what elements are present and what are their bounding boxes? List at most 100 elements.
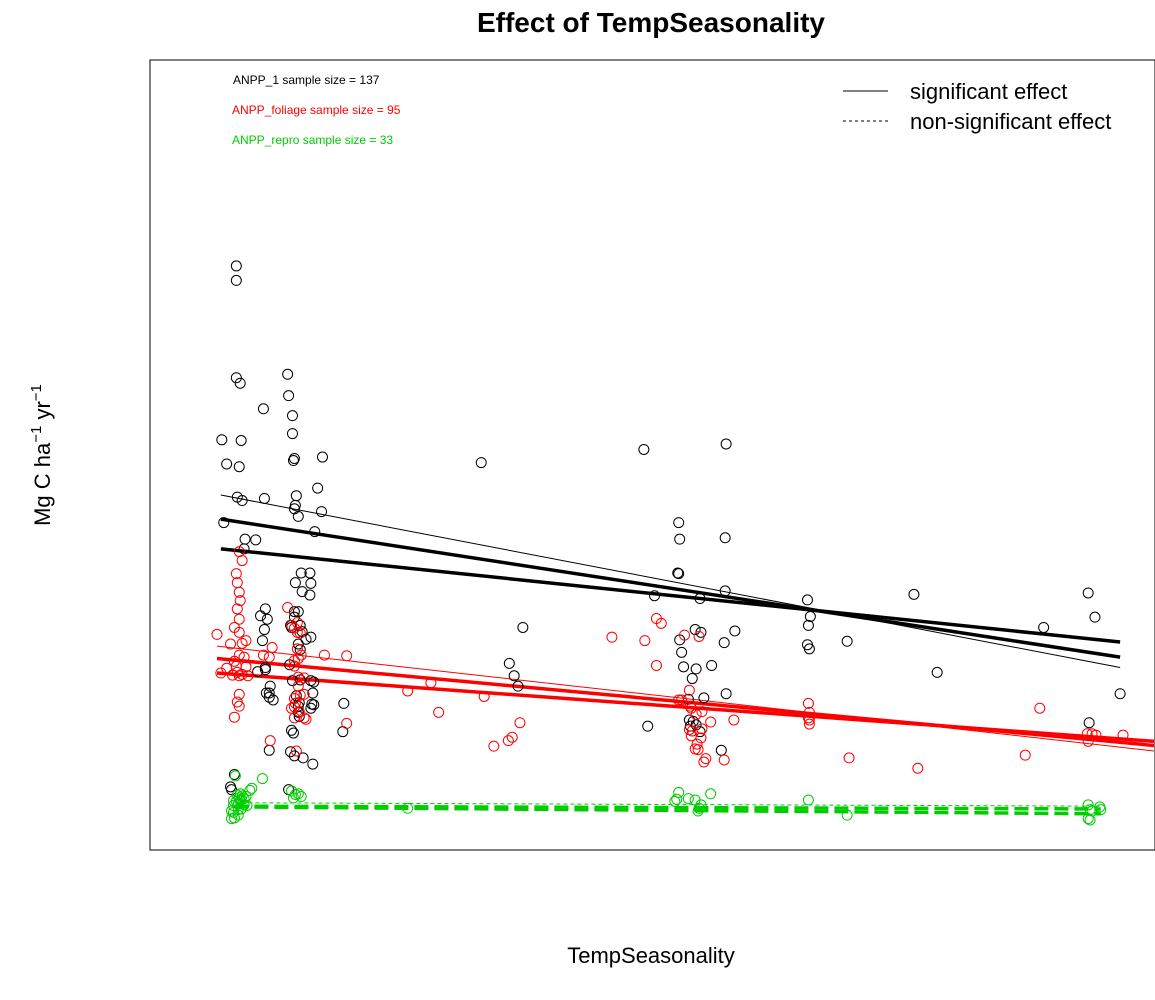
point-series1-57: [341, 650, 353, 662]
point-series1-65: [639, 635, 651, 647]
point-series0-29: [316, 506, 328, 518]
point-series1-47: [292, 680, 304, 692]
point-series1-31: [257, 649, 269, 661]
point-series0-104: [690, 663, 702, 675]
point-series0-103: [678, 661, 690, 673]
point-series1-64: [514, 717, 526, 729]
point-series2-39: [705, 788, 717, 800]
point-series1-4: [233, 586, 245, 598]
point-series0-34: [296, 586, 308, 598]
point-series0-121: [804, 610, 816, 622]
point-series2-41: [841, 809, 853, 821]
point-series0-93: [673, 568, 685, 580]
legend-entry-significant: significant effect: [910, 79, 1067, 104]
point-series2-20: [225, 805, 237, 817]
point-series0-119: [512, 680, 524, 692]
point-series1-95: [843, 752, 855, 764]
point-series1-110: [293, 706, 305, 718]
point-series0-134: [718, 637, 730, 649]
point-series1-106: [606, 631, 618, 643]
annotation-2: ANPP_repro sample size = 33: [232, 133, 393, 147]
point-series0-94: [649, 590, 661, 602]
point-series0-98: [689, 624, 701, 636]
point-series1-54: [290, 745, 302, 757]
point-series1-26: [233, 688, 245, 700]
point-series1-59: [402, 685, 414, 697]
point-series1-15: [228, 655, 240, 667]
point-series1-101: [1082, 735, 1094, 747]
y-axis-label-main: Mg C ha: [30, 442, 55, 526]
point-series0-45: [292, 638, 304, 650]
fit-line-2: [220, 547, 1121, 644]
point-series1-81: [686, 725, 698, 737]
point-series1-86: [692, 744, 704, 756]
annotation-1: ANPP_foliage sample size = 95: [232, 103, 401, 117]
point-series1-61: [488, 740, 500, 752]
point-series0-102: [729, 625, 741, 637]
point-series0-51: [256, 635, 268, 647]
point-series0-122: [802, 619, 814, 631]
chart-title: Effect of TempSeasonality: [477, 7, 825, 38]
point-series1-10: [225, 638, 237, 650]
point-series0-116: [715, 744, 727, 756]
point-series0-101: [676, 646, 688, 658]
point-series0-33: [289, 577, 301, 589]
point-series0-87: [475, 457, 487, 469]
fit-lines: [216, 494, 1155, 816]
legend: significant effect non-significant effec…: [843, 79, 1111, 134]
point-series2-3: [246, 782, 258, 794]
point-series1-12: [240, 635, 252, 647]
point-series0-95: [719, 532, 731, 544]
point-series0-108: [698, 692, 710, 704]
point-series0-2: [230, 372, 242, 384]
point-series1-29: [228, 711, 240, 723]
point-series0-63: [305, 702, 317, 714]
point-series0-68: [286, 724, 298, 736]
y-axis-label-exp2: −1: [28, 384, 45, 401]
point-series0-64: [293, 711, 305, 722]
point-series1-70: [683, 684, 695, 696]
point-series1-33: [264, 735, 276, 747]
point-series0-115: [642, 720, 654, 732]
point-series2-30: [402, 802, 414, 814]
fit-line-0: [220, 494, 1121, 669]
point-series2-29: [295, 791, 307, 803]
point-series1-30: [263, 651, 275, 663]
point-series1-97: [1019, 749, 1031, 761]
point-series0-62: [308, 699, 320, 711]
fit-line-8: [234, 805, 1101, 816]
point-series0-55: [286, 675, 298, 687]
point-series0-44: [300, 633, 312, 645]
point-series1-96: [912, 762, 924, 774]
point-series0-37: [292, 606, 304, 618]
point-series0-91: [674, 533, 686, 545]
point-series1-49: [294, 689, 306, 701]
point-series0-31: [305, 577, 317, 589]
point-series2-25: [286, 785, 298, 797]
point-series0-130: [1089, 611, 1101, 623]
point-series1-67: [650, 659, 662, 671]
point-series0-127: [931, 666, 943, 678]
point-series2-17: [241, 800, 253, 812]
point-series1-63: [506, 731, 518, 743]
point-series1-2: [230, 568, 242, 580]
point-series0-43: [305, 631, 317, 643]
point-series1-71: [673, 694, 685, 706]
point-series2-38: [692, 805, 704, 817]
point-series0-89: [673, 517, 685, 529]
fit-line-3: [216, 645, 1155, 752]
point-series0-83: [228, 768, 240, 780]
point-series1-9: [233, 626, 245, 638]
data-points: [211, 260, 1129, 826]
point-series0-17: [283, 390, 295, 402]
point-series0-15: [258, 492, 270, 504]
point-series0-32: [295, 567, 307, 579]
point-series0-70: [263, 691, 275, 703]
point-series0-35: [304, 589, 316, 601]
point-series0-74: [264, 680, 276, 692]
point-series1-93: [803, 714, 815, 726]
point-series0-85: [225, 784, 237, 796]
point-series1-28: [233, 700, 245, 712]
point-series2-46: [1095, 804, 1107, 816]
